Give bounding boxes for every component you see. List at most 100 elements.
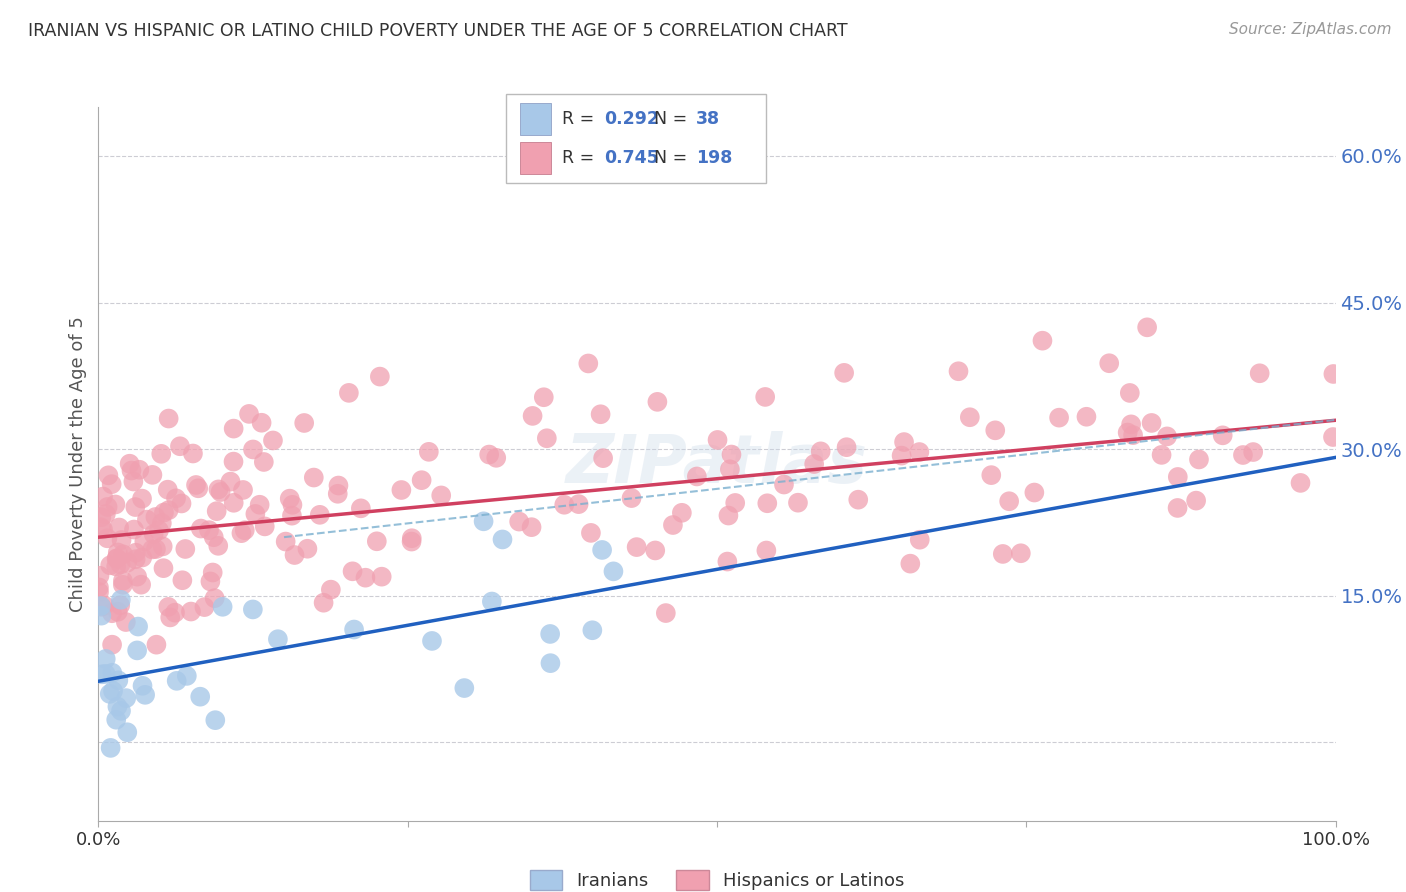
Point [787,496,810,510]
Point [1122,428,1144,442]
Point [1241,445,1264,459]
Point [1119,417,1142,432]
Point [297,541,319,556]
Point [110,704,132,718]
Text: R =: R = [562,110,600,128]
Point [589,407,612,421]
Point [170,496,193,510]
Point [188,690,211,704]
Point [366,534,388,549]
Point [893,435,915,450]
Point [131,491,153,506]
Text: IRANIAN VS HISPANIC OR LATINO CHILD POVERTY UNDER THE AGE OF 5 CORRELATION CHART: IRANIAN VS HISPANIC OR LATINO CHILD POVE… [28,22,848,40]
Point [117,725,139,739]
Point [101,606,124,620]
Point [127,643,149,657]
Point [846,492,869,507]
Point [756,496,779,510]
Point [1167,470,1189,484]
Point [125,546,148,560]
Point [207,539,229,553]
Text: N =: N = [654,149,693,167]
Point [720,448,742,462]
Text: 0.745: 0.745 [605,149,659,167]
Text: Source: ZipAtlas.com: Source: ZipAtlas.com [1229,22,1392,37]
Point [222,496,245,510]
Point [991,547,1014,561]
Point [200,574,222,589]
Point [169,439,191,453]
Point [134,534,156,549]
Point [93,599,115,613]
Point [536,431,558,445]
Point [141,467,163,482]
Y-axis label: Child Poverty Under the Age of 5: Child Poverty Under the Age of 5 [69,316,87,612]
Point [350,501,373,516]
Point [98,558,121,573]
Point [647,395,669,409]
Point [110,592,132,607]
Point [90,510,112,524]
Point [283,548,305,562]
Point [153,506,176,520]
Point [124,500,146,514]
Point [165,491,187,506]
Point [184,478,207,492]
Point [242,442,264,457]
Point [141,542,163,557]
Point [312,596,335,610]
Point [522,409,544,423]
Point [253,519,276,533]
Point [1136,320,1159,334]
Point [152,561,174,575]
Point [343,623,366,637]
Point [105,551,128,566]
Point [89,568,111,582]
Point [1188,452,1211,467]
Point [107,545,129,559]
Point [337,385,360,400]
Text: 38: 38 [696,110,720,128]
Point [111,574,134,588]
Point [105,559,128,574]
Point [1249,366,1271,380]
Point [250,416,273,430]
Point [267,632,290,647]
Point [370,569,392,583]
Point [389,483,412,497]
Point [205,504,228,518]
Point [644,543,666,558]
Point [491,533,513,547]
Point [90,599,112,613]
Point [204,713,226,727]
Point [980,468,1002,483]
Point [105,699,128,714]
Point [231,526,253,541]
Point [94,666,117,681]
Point [485,450,508,465]
Point [908,445,931,459]
Point [90,520,112,534]
Point [245,507,267,521]
Point [131,550,153,565]
Point [1098,356,1121,370]
Point [568,497,591,511]
Point [411,473,433,487]
Point [187,481,209,495]
Point [984,423,1007,437]
Point [204,591,226,606]
Point [127,569,149,583]
Point [274,534,297,549]
Point [716,555,738,569]
Point [97,468,120,483]
Point [354,571,377,585]
Point [159,610,181,624]
Point [538,656,561,670]
Point [1167,500,1189,515]
Point [662,518,685,533]
Point [122,475,145,489]
Point [145,542,167,557]
Point [202,530,225,544]
Text: R =: R = [562,149,600,167]
Point [717,508,740,523]
